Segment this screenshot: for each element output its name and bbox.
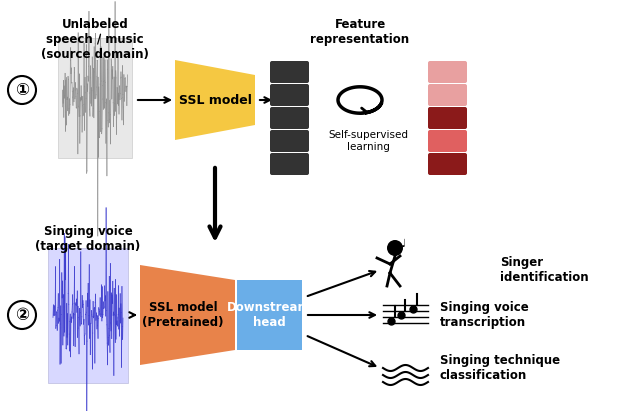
FancyBboxPatch shape	[270, 84, 309, 106]
FancyBboxPatch shape	[428, 107, 467, 129]
Polygon shape	[140, 265, 235, 365]
FancyBboxPatch shape	[270, 130, 309, 152]
Text: ♩: ♩	[401, 239, 406, 249]
Text: Singing voice
transcription: Singing voice transcription	[440, 301, 529, 329]
FancyBboxPatch shape	[270, 107, 309, 129]
Text: ①: ①	[15, 81, 29, 99]
Text: ②: ②	[15, 306, 29, 324]
Text: Singing technique
classification: Singing technique classification	[440, 354, 560, 382]
Text: Feature
representation: Feature representation	[310, 18, 410, 46]
Circle shape	[387, 240, 403, 256]
FancyBboxPatch shape	[58, 38, 132, 158]
FancyBboxPatch shape	[428, 61, 467, 83]
FancyBboxPatch shape	[48, 248, 128, 383]
Text: Downstream
head: Downstream head	[227, 301, 311, 329]
FancyBboxPatch shape	[428, 84, 467, 106]
FancyBboxPatch shape	[428, 130, 467, 152]
Text: Self-supervised
learning: Self-supervised learning	[328, 130, 408, 152]
Text: Unlabeled
speech / music
(source domain): Unlabeled speech / music (source domain)	[41, 18, 149, 61]
Text: Singing voice
(target domain): Singing voice (target domain)	[35, 225, 141, 253]
Polygon shape	[175, 60, 255, 140]
Text: SSL model: SSL model	[179, 93, 252, 106]
Text: Singer
identification: Singer identification	[500, 256, 589, 284]
FancyBboxPatch shape	[270, 61, 309, 83]
FancyBboxPatch shape	[270, 153, 309, 175]
FancyBboxPatch shape	[237, 280, 302, 350]
Text: SSL model
(Pretrained): SSL model (Pretrained)	[142, 301, 224, 329]
FancyBboxPatch shape	[428, 153, 467, 175]
